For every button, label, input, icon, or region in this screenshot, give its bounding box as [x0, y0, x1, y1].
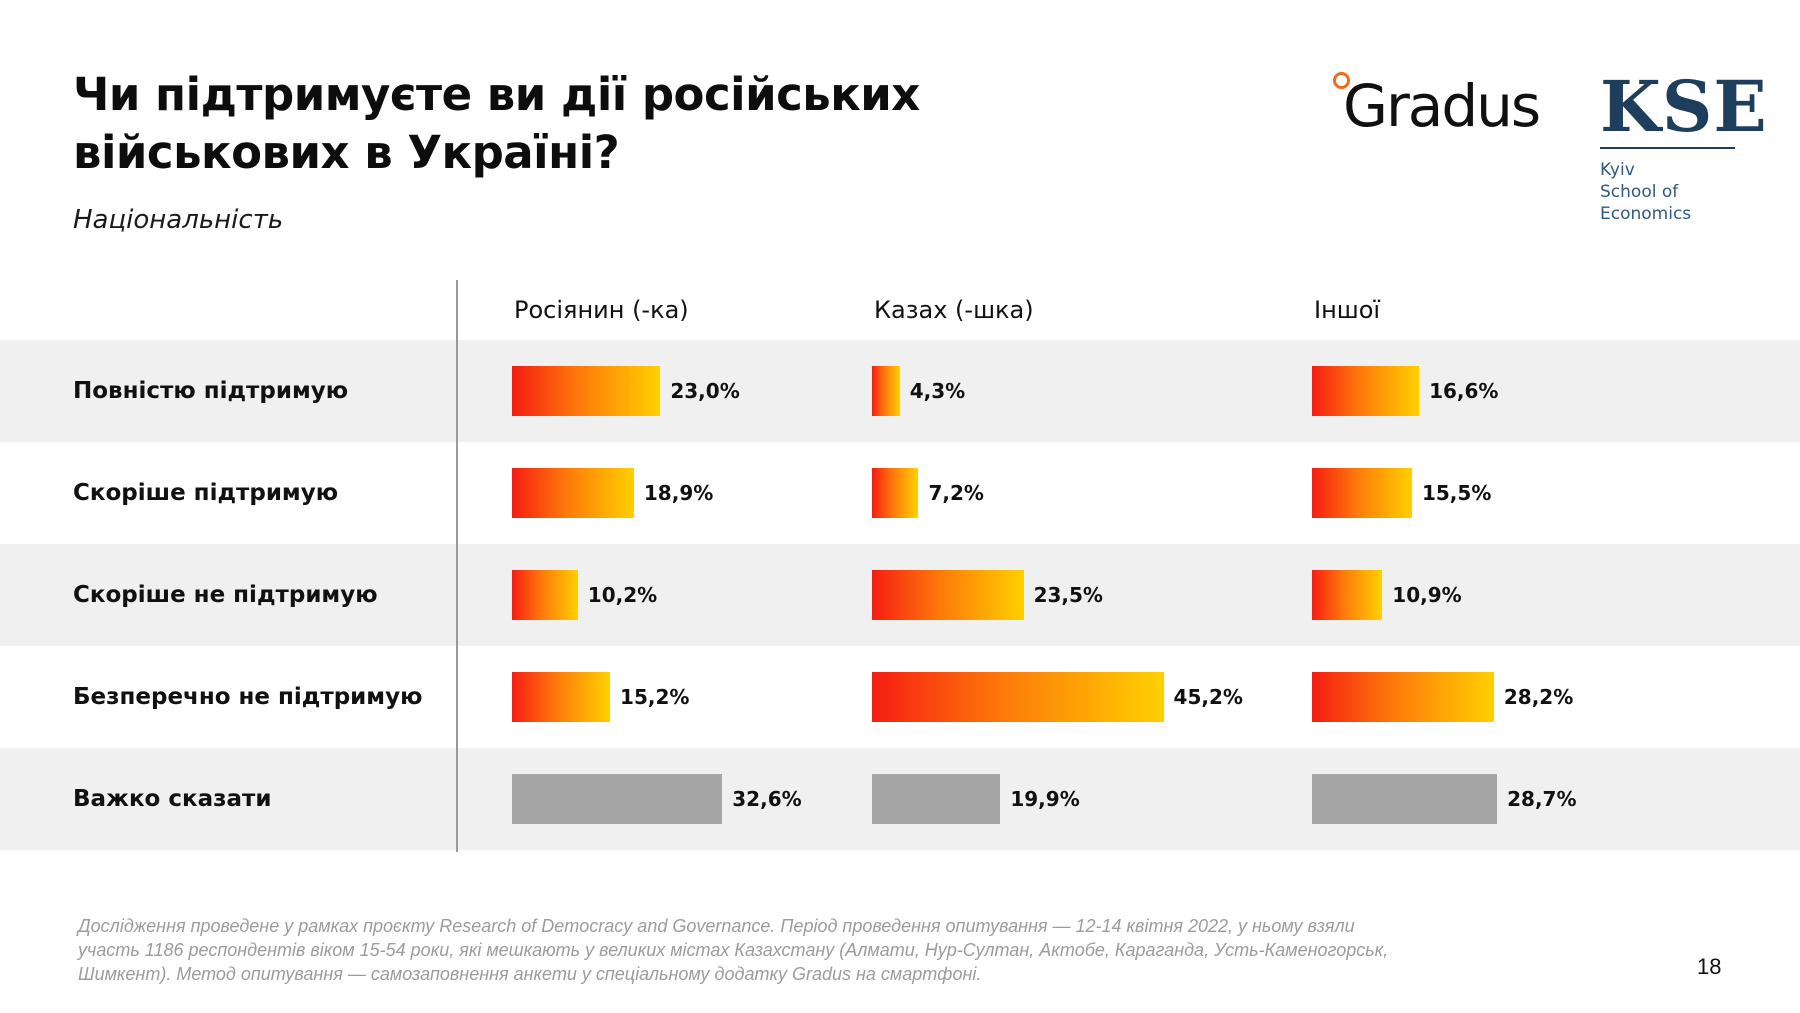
bar — [512, 366, 661, 416]
row-label: Скоріше підтримую — [73, 480, 339, 506]
chart-row: Безперечно не підтримую 15,2% 45,2% 28,2% — [0, 646, 1800, 748]
kse-line-2: School of — [1600, 182, 1679, 202]
chart-row: Скоріше не підтримую 10,2% 23,5% 10,9% — [0, 544, 1800, 646]
bar — [872, 468, 919, 518]
kse-line-3: Economics — [1600, 204, 1692, 224]
gradus-wordmark: Gradus — [1343, 72, 1541, 140]
bar-value-label: 23,0% — [670, 379, 740, 403]
bar-chart-table: Росіянин (-ка) Казах (-шка) Іншої Повністю … — [0, 280, 1800, 852]
bar — [512, 672, 611, 722]
bar — [1312, 774, 1498, 824]
bar — [1312, 366, 1420, 416]
bar — [1312, 468, 1412, 518]
bar-value-label: 4,3% — [909, 379, 966, 403]
row-label: Безперечно не підтримую — [73, 684, 423, 710]
kse-mark: KSE — [1600, 65, 1768, 148]
bar — [872, 672, 1164, 722]
bar-value-label: 45,2% — [1173, 685, 1243, 709]
bar-value-label: 28,2% — [1503, 685, 1574, 709]
page-subtitle: Національність — [73, 205, 284, 235]
column-header-2: Казах (-шка) — [874, 296, 1034, 324]
bar-value-label: 19,9% — [1010, 787, 1080, 811]
row-label: Важко сказати — [73, 786, 272, 812]
kse-line-1: Kyiv — [1600, 160, 1635, 180]
row-label: Повністю підтримую — [73, 378, 349, 404]
row-label: Скоріше не підтримую — [73, 582, 378, 608]
bar — [1312, 672, 1494, 722]
column-divider — [456, 280, 458, 852]
bar-value-label: 10,2% — [587, 583, 658, 607]
chart-row: Важко сказати 32,6% 19,9% 28,7% — [0, 748, 1800, 850]
bar — [872, 570, 1024, 620]
bar-value-label: 28,7% — [1507, 787, 1577, 811]
chart-row: Скоріше підтримую 18,9% 7,2% 15,5% — [0, 442, 1800, 544]
bar-value-label: 32,6% — [732, 787, 802, 811]
bar — [1312, 570, 1383, 620]
page-number: 18 — [1697, 954, 1722, 979]
bar — [512, 774, 723, 824]
bar — [872, 774, 1001, 824]
kse-divider — [1600, 147, 1735, 149]
bar — [512, 468, 634, 518]
bar-value-label: 15,2% — [620, 685, 690, 709]
gradus-logo: Gradus — [1333, 64, 1553, 144]
bar-value-label: 16,6% — [1429, 379, 1499, 403]
bar-value-label: 10,9% — [1392, 583, 1462, 607]
page-title: Чи підтримуєте ви дії російських військо… — [73, 68, 920, 179]
gradus-ring-icon — [1333, 72, 1350, 89]
footnote: Дослідження проведене у рамках проєкту R… — [78, 916, 1389, 984]
kse-logo: KSE Kyiv School of Economics — [1600, 65, 1768, 225]
bar-value-label: 15,5% — [1421, 481, 1492, 505]
bar-value-label: 23,5% — [1033, 583, 1103, 607]
bar-value-label: 18,9% — [643, 481, 714, 505]
column-header-3: Іншої — [1314, 296, 1381, 324]
chart-row: Повністю підтримую 23,0% 4,3% 16,6% — [0, 340, 1800, 442]
bar-value-label: 7,2% — [928, 481, 984, 505]
column-header-1: Росіянин (-ка) — [514, 296, 689, 324]
bar — [872, 366, 900, 416]
bar — [512, 570, 578, 620]
